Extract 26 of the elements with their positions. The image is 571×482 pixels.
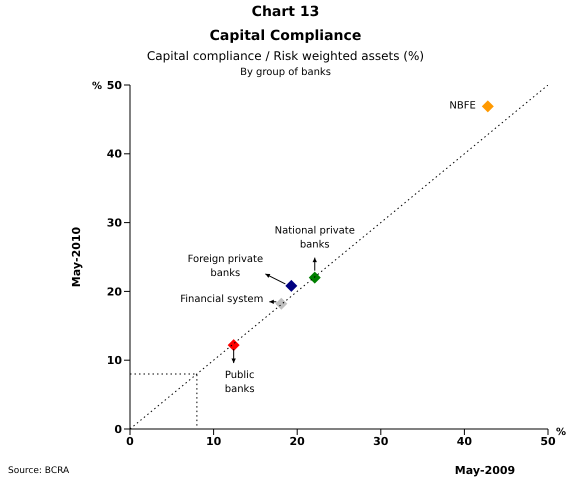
y-tick-label: 30 (106, 216, 122, 230)
x-tick-label: 50 (540, 434, 556, 448)
text: Foreign private banks (188, 254, 264, 279)
series-label: Financial system (180, 294, 264, 305)
x-tick-label: 0 (126, 434, 134, 448)
y-tick-label: 0 (114, 422, 122, 436)
text: % (92, 81, 102, 92)
y-tick-label: 50 (106, 78, 122, 92)
chart-title: Capital Compliance (208, 28, 362, 44)
text: Public banks (224, 370, 255, 396)
text: National private banks (274, 226, 355, 251)
series-label: NBFE (449, 100, 476, 112)
x-tick-label: 10 (206, 434, 222, 448)
x-tick-label: 20 (290, 434, 306, 448)
y-tick-label: 40 (106, 148, 122, 161)
y-tick-label: 10 (106, 354, 122, 368)
text: By group of banks (239, 67, 332, 78)
caption: Chart 13 (250, 4, 320, 20)
text: % (556, 427, 566, 438)
x-axis-title: May-2009 (454, 464, 516, 477)
chart-subtitle: Capital compliance / Risk weighted assets (%) (146, 49, 426, 63)
x-tick-label: 40 (456, 434, 472, 448)
y-axis-title: May-2010 (70, 226, 83, 288)
source-note: Source: BCRA (8, 466, 70, 476)
x-tick-label: 30 (373, 434, 389, 448)
y-tick-label: 20 (106, 285, 122, 298)
